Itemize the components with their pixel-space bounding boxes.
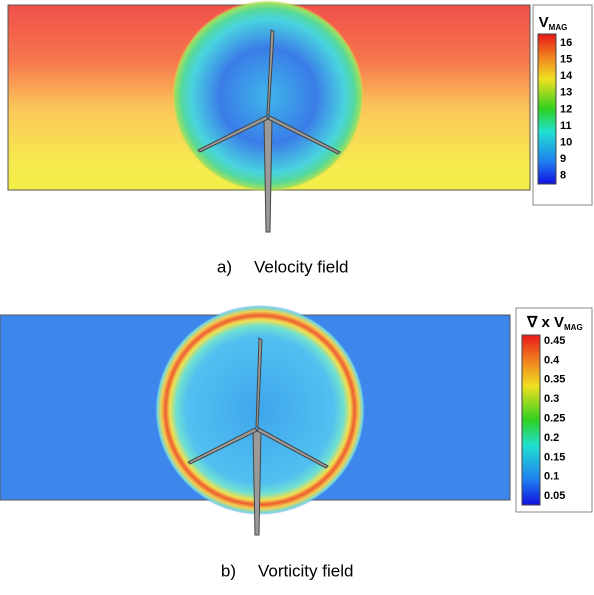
- legend-title: VMAG: [539, 14, 568, 32]
- legend-label: 0.2: [544, 432, 559, 444]
- legend-label: 0.4: [544, 354, 560, 366]
- legend-label: 10: [560, 137, 572, 149]
- caption-text: Velocity field: [254, 257, 349, 276]
- caption-text: Vorticity field: [258, 561, 353, 580]
- legend-label: 0.3: [544, 393, 559, 405]
- legend-label: 8: [560, 170, 566, 182]
- legend-label: 0.05: [544, 490, 565, 502]
- legend-title-sub: MAG: [549, 23, 568, 32]
- legend-title: ∇ x VMAG: [526, 314, 582, 332]
- colorbar: [537, 33, 557, 185]
- legend-label: 0.1: [544, 471, 559, 483]
- legend-label: 15: [560, 54, 572, 66]
- legend-title-main: ∇ x V: [526, 314, 564, 331]
- legend-label: 12: [560, 103, 572, 115]
- legend-label: 11: [560, 120, 572, 132]
- turbine: [197, 29, 341, 233]
- legend-label: 0.25: [544, 413, 565, 425]
- legend-label: 0.35: [544, 374, 565, 386]
- legend-label: 9: [560, 153, 566, 165]
- legend-label: 0.45: [544, 335, 565, 347]
- legend-title-main: V: [539, 14, 549, 31]
- legend-labels: 0.45 0.4 0.35 0.3 0.25 0.2 0.15 0.1 0.05: [544, 335, 565, 502]
- legend-labels: 16 15 14 13 12 11 10 9 8: [560, 37, 573, 182]
- legend-label: 14: [560, 70, 573, 82]
- colorbar: [521, 334, 541, 506]
- legend-label: 16: [560, 37, 572, 49]
- rotor-wake: [155, 305, 365, 515]
- caption-label: b): [221, 561, 236, 580]
- legend-label: 13: [560, 87, 572, 99]
- legend-label: 0.15: [544, 451, 565, 463]
- legend-title-sub: MAG: [564, 323, 583, 332]
- caption-label: a): [217, 257, 232, 276]
- turbine: [187, 337, 329, 536]
